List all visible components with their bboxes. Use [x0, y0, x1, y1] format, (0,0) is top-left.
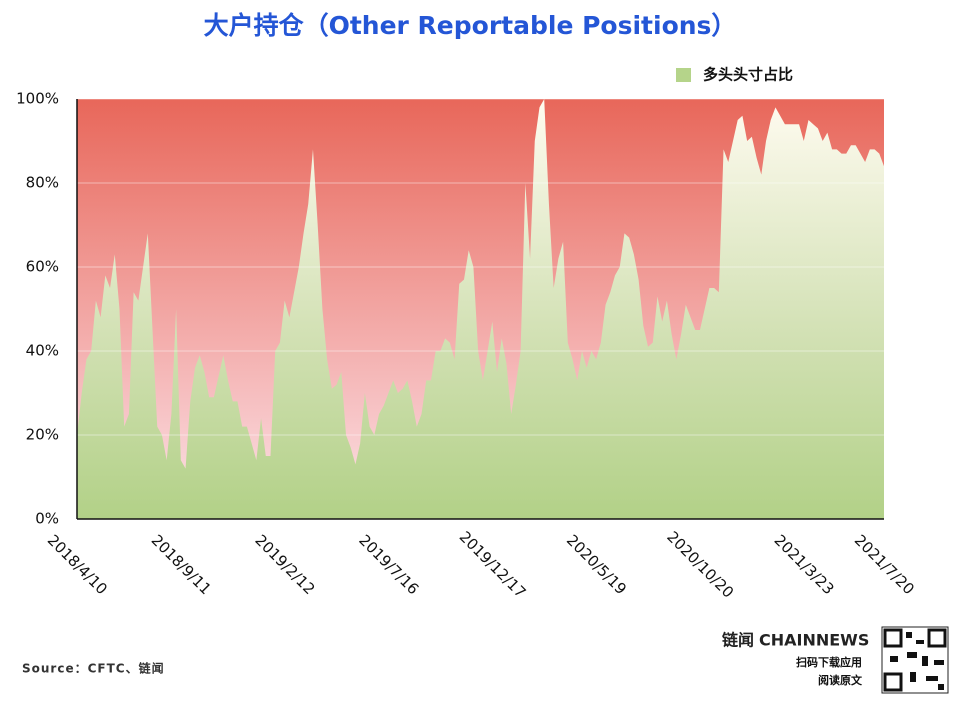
x-tick-label: 2019/2/12 [251, 531, 318, 598]
source: Source：CFTC、链闻 [22, 661, 165, 676]
y-tick-label: 80% [26, 174, 59, 192]
brand-cn: 链闻 [722, 631, 754, 650]
brand-line2: 阅读原文 [818, 673, 863, 687]
area [77, 99, 884, 519]
y-tick-label: 60% [26, 258, 59, 276]
chart-title: 大户持仓（Other Reportable Positions） [204, 11, 737, 40]
y-tick-label: 100% [16, 90, 59, 108]
x-tick-label: 2021/7/20 [851, 531, 918, 598]
legend-label: 多头头寸占比 [703, 66, 793, 84]
qr-code [881, 626, 949, 694]
x-tick-label: 2018/4/10 [44, 531, 111, 598]
x-tick-label: 2021/3/23 [771, 531, 838, 598]
brand-line1: 扫码下载应用 [796, 655, 862, 669]
y-tick-label: 40% [26, 342, 59, 360]
x-tick-label: 2020/10/20 [663, 528, 737, 602]
x-tick-label: 2019/12/17 [456, 528, 530, 602]
y-tick-label: 20% [26, 426, 59, 444]
brand-en: CHAINNEWS [759, 631, 869, 650]
legend-swatch [676, 68, 691, 82]
x-tick-label: 2018/9/11 [148, 531, 215, 598]
x-tick-label: 2019/7/16 [355, 531, 422, 598]
x-tick-label: 2020/5/19 [563, 531, 630, 598]
y-tick-label: 0% [35, 510, 59, 528]
